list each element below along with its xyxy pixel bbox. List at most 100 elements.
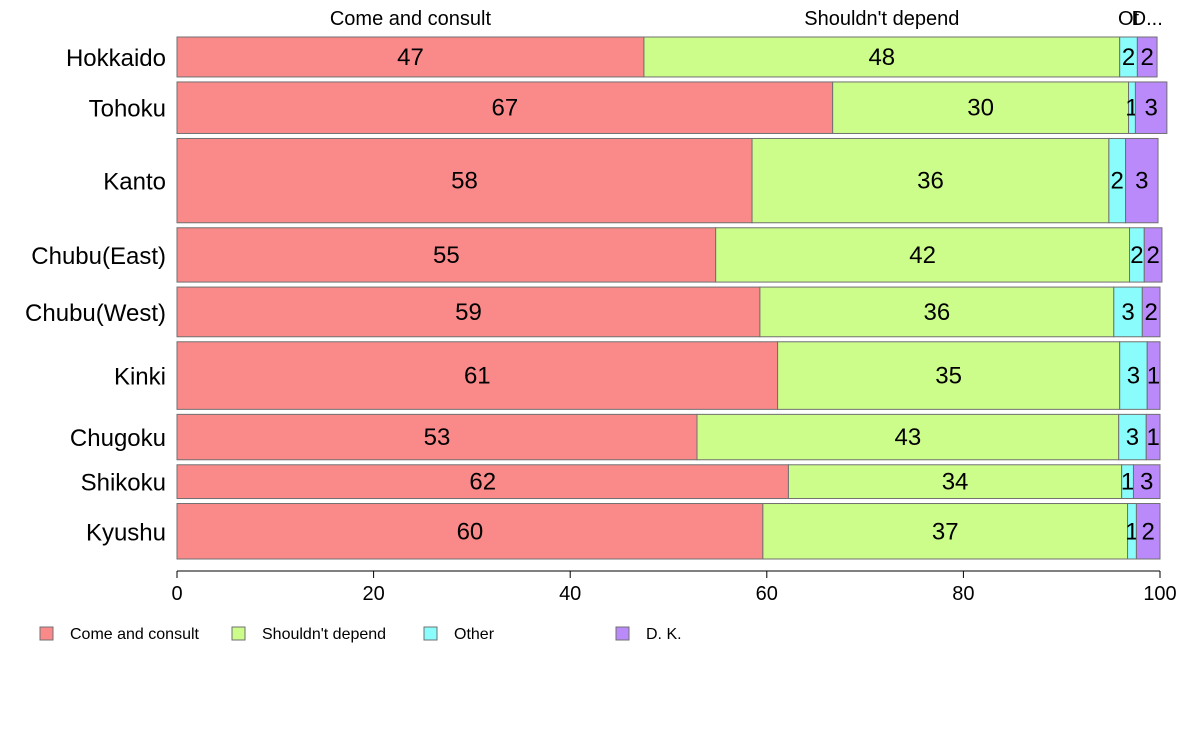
legend-label: Come and consult [70, 626, 200, 643]
legend-item: Other [423, 626, 495, 643]
bar-segment [1136, 36, 1158, 78]
bar-segment [1145, 413, 1161, 461]
bar-segment [1134, 81, 1168, 134]
bar-segment [715, 227, 1131, 283]
data-label: 3 [1127, 363, 1140, 390]
column-header: Come and consult [330, 8, 492, 30]
column-headers: Come and consult Shouldn't depend OtD... [330, 8, 1163, 30]
data-label: 36 [924, 299, 951, 326]
data-label: 1 [1125, 518, 1138, 545]
legend-swatch [423, 626, 438, 641]
category-label: Kyushu [86, 519, 166, 546]
legend-item: Come and consult [39, 626, 200, 643]
data-label: 55 [433, 242, 460, 269]
data-label: 3 [1121, 299, 1134, 326]
data-label: 37 [932, 518, 959, 545]
x-tick-label: 100 [1143, 583, 1176, 605]
bar-segment [1113, 286, 1143, 338]
data-label: 3 [1140, 469, 1153, 496]
bar-row: 47 48 2 2 Hokkaido [66, 36, 1158, 78]
data-label: 61 [464, 363, 491, 390]
data-label: 2 [1122, 44, 1135, 71]
data-label: 59 [455, 299, 482, 326]
data-label: 36 [917, 168, 944, 195]
bar-segment [759, 286, 1115, 338]
data-label: 1 [1147, 363, 1160, 390]
bar-segment [1132, 464, 1161, 500]
x-tick-label: 80 [952, 583, 974, 605]
bar-row: 60 37 1 2 Kyushu [86, 503, 1161, 560]
bar-row: 58 36 2 3 Kanto [103, 137, 1159, 224]
column-header: D... [1132, 8, 1163, 30]
data-label: 2 [1144, 299, 1157, 326]
x-tick-label: 20 [362, 583, 384, 605]
bar-segment [1125, 137, 1159, 224]
category-label: Kanto [103, 169, 166, 196]
category-label: Chubu(East) [31, 243, 166, 270]
category-label: Chubu(West) [25, 300, 166, 327]
legend-item: D. K. [615, 626, 682, 643]
data-label: 3 [1126, 424, 1139, 451]
x-tick-label: 40 [559, 583, 581, 605]
legend-swatch [39, 626, 54, 641]
bar-segment [751, 137, 1110, 224]
bar-segment [176, 464, 789, 500]
category-label: Kinki [114, 364, 166, 391]
legend-swatch [231, 626, 246, 641]
data-label: 2 [1146, 242, 1159, 269]
bar-row: 61 35 3 1 Kinki [114, 341, 1161, 410]
data-label: 62 [469, 469, 496, 496]
legend: Come and consult Shouldn't depend Other D. … [39, 626, 682, 643]
bar-segment [1118, 413, 1147, 461]
data-label: 2 [1111, 168, 1124, 195]
x-tick-label: 0 [171, 583, 182, 605]
data-label: 1 [1121, 469, 1134, 496]
bar-segment [1119, 341, 1148, 410]
x-tick-label: 60 [756, 583, 778, 605]
data-label: 58 [451, 168, 478, 195]
bar-segment [176, 227, 717, 283]
bar-segment [176, 81, 834, 134]
bar-segment [176, 137, 753, 224]
bar-row: 53 43 3 1 Chugoku [70, 413, 1161, 461]
legend-label: Other [454, 626, 495, 643]
data-label: 60 [457, 518, 484, 545]
data-label: 34 [942, 469, 969, 496]
data-label: 42 [909, 242, 936, 269]
data-label: 53 [424, 424, 451, 451]
data-label: 2 [1142, 518, 1155, 545]
data-label: 67 [491, 95, 518, 122]
bar-segment [643, 36, 1121, 78]
data-label: 35 [935, 363, 962, 390]
bar-row: 55 42 2 2 Chubu(East) [31, 227, 1163, 283]
data-label: 48 [868, 44, 895, 71]
data-label: 43 [895, 424, 922, 451]
bar-segment [176, 503, 764, 560]
bar-row: 62 34 1 3 Shikoku [81, 464, 1161, 500]
bar-segment [1135, 503, 1161, 560]
legend-label: Shouldn't depend [262, 626, 386, 643]
data-label: 30 [967, 95, 994, 122]
bar-segment [176, 286, 761, 338]
data-label: 3 [1144, 95, 1157, 122]
category-label: Chugoku [70, 425, 166, 452]
bar-segment [777, 341, 1121, 410]
data-label: 2 [1141, 44, 1154, 71]
bar-segment [832, 81, 1130, 134]
data-label: 2 [1130, 242, 1143, 269]
category-label: Hokkaido [66, 45, 166, 72]
legend-label: D. K. [646, 626, 682, 643]
legend-swatch [615, 626, 630, 641]
data-label: 1 [1146, 424, 1159, 451]
column-header: Shouldn't depend [804, 8, 959, 30]
bar-segment [176, 413, 698, 461]
bar-segment [1146, 341, 1161, 410]
data-label: 3 [1135, 168, 1148, 195]
category-label: Shikoku [81, 470, 166, 497]
bar-segment [1143, 227, 1163, 283]
bar-row: 59 36 3 2 Chubu(West) [25, 286, 1161, 338]
x-axis: 0 20 40 60 80 100 [171, 570, 1177, 605]
